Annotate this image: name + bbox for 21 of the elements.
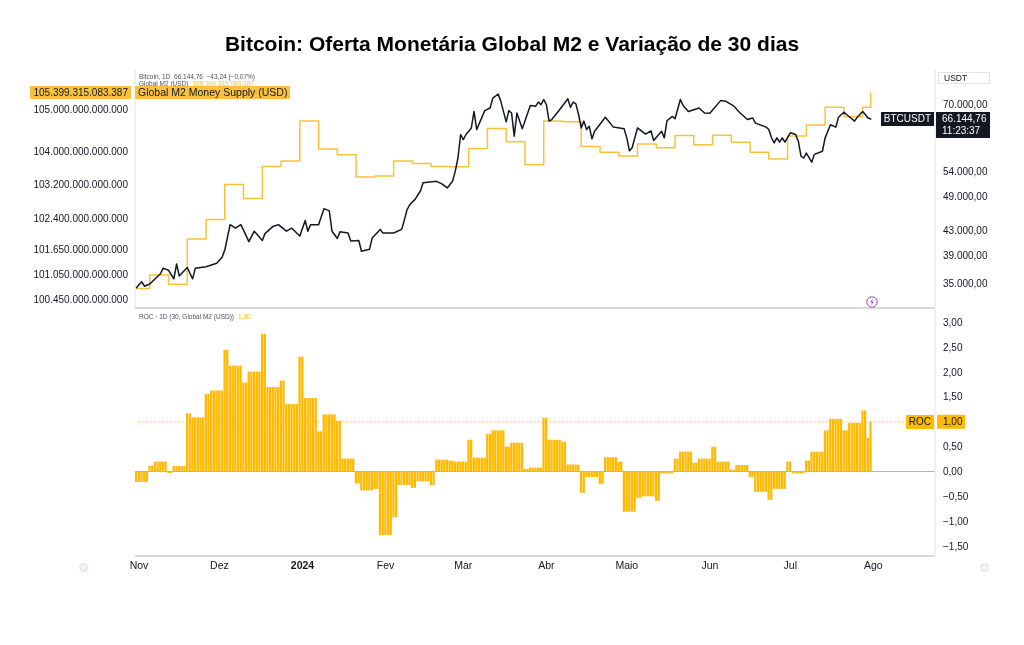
y-tick-label: 1,50	[943, 391, 963, 403]
x-tick-label: Fev	[376, 559, 396, 571]
y-tick-label: 2,00	[943, 366, 963, 378]
x-tick-label: Nov	[129, 559, 150, 571]
x-tick-label: Dez	[210, 559, 229, 571]
x-tick-label: Maio	[615, 559, 639, 571]
y-tick-label: 1,00	[943, 416, 963, 428]
y-tick-label: 3,00	[943, 316, 963, 328]
y-tick-label: −0,50	[943, 490, 969, 502]
x-tick-label: Mar	[454, 559, 473, 571]
x-tick-label: Jun	[701, 559, 719, 571]
x-tick-label: 2024	[290, 559, 315, 571]
ref-line-label: ROC	[908, 415, 931, 427]
x-tick-label: Jul	[783, 559, 797, 571]
x-tick-label: Ago	[864, 559, 883, 571]
y-tick-label: 0,50	[943, 441, 963, 453]
y-tick-label: −1,50	[943, 540, 969, 552]
y-tick-label: 0,00	[943, 466, 963, 478]
y-tick-label: 2,50	[943, 341, 963, 353]
y-tick-label: −1,00	[943, 515, 969, 527]
x-tick-label: Abr	[538, 559, 556, 571]
